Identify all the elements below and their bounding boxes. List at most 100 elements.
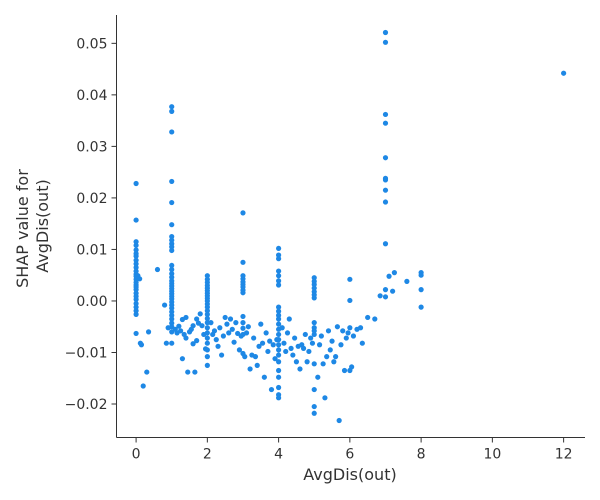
- scatter-point: [347, 325, 353, 331]
- scatter-point: [229, 326, 235, 332]
- scatter-point: [240, 290, 246, 296]
- scatter-point: [390, 288, 396, 294]
- scatter-point: [311, 410, 317, 416]
- scatter-point: [304, 359, 310, 365]
- scatter-point: [311, 328, 317, 334]
- x-tick-label: 8: [417, 447, 426, 463]
- scatter-point: [276, 282, 282, 288]
- scatter-point: [144, 369, 150, 375]
- scatter-point: [199, 323, 205, 329]
- scatter-point: [311, 331, 317, 338]
- scatter-point: [290, 352, 296, 358]
- scatter-point: [133, 217, 139, 223]
- scatter-point: [194, 316, 200, 322]
- scatter-point: [365, 314, 371, 321]
- scatter-point: [176, 323, 182, 329]
- y-axis-label-line-2: AvgDis(out): [33, 179, 52, 272]
- scatter-point: [386, 273, 392, 279]
- scatter-point: [204, 304, 210, 310]
- scatter-point: [242, 354, 248, 360]
- scatter-point: [404, 278, 410, 284]
- scatter-point: [276, 278, 282, 284]
- scatter-point: [302, 331, 308, 338]
- scatter-point: [220, 333, 226, 339]
- scatter-point: [204, 330, 210, 336]
- scatter-point: [309, 340, 316, 346]
- scatter-point: [204, 362, 210, 368]
- x-axis-ticks: 0 2 4 6 8 10 12: [132, 437, 573, 463]
- scatter-point: [169, 233, 175, 240]
- scatter-point: [276, 331, 282, 338]
- scatter-point: [137, 276, 143, 282]
- scatter-point: [169, 129, 175, 135]
- scatter-point: [169, 312, 175, 318]
- scatter-point: [169, 262, 175, 269]
- scatter-point: [204, 354, 210, 360]
- scatter-point: [276, 367, 282, 374]
- scatter-point: [204, 325, 210, 331]
- scatter-point: [327, 347, 333, 353]
- scatter-point: [292, 335, 298, 341]
- scatter-point: [311, 285, 317, 291]
- scatter-point: [256, 343, 262, 349]
- scatter-point: [263, 330, 269, 336]
- scatter-point: [179, 356, 186, 362]
- scatter-point: [204, 340, 210, 346]
- scatter-point: [334, 324, 340, 330]
- scatter-point: [286, 316, 292, 322]
- scatter-point: [169, 178, 175, 185]
- scatter-point: [261, 374, 267, 380]
- scatter-point: [227, 316, 234, 322]
- scatter-point: [183, 335, 189, 341]
- scatter-point: [178, 328, 184, 334]
- scatter-point: [169, 244, 175, 250]
- scatter-point: [133, 239, 139, 245]
- scatter-point: [382, 29, 389, 36]
- x-tick-label: 6: [345, 447, 354, 463]
- scatter-point: [382, 294, 389, 300]
- y-tick-label: 0.00: [76, 294, 107, 310]
- scatter-point: [243, 330, 250, 336]
- scatter-point: [320, 361, 326, 367]
- scatter-point: [233, 320, 239, 326]
- scatter-point: [276, 374, 282, 380]
- scatter-point: [347, 276, 353, 282]
- scatter-point: [163, 340, 169, 346]
- scatter-point: [161, 302, 168, 308]
- scatter-point: [382, 39, 389, 45]
- scatter-point: [236, 347, 243, 353]
- scatter-point: [311, 361, 317, 367]
- scatter-point: [276, 352, 282, 358]
- scatter-point: [185, 369, 191, 375]
- scatter-point: [276, 304, 282, 310]
- scatter-point: [133, 296, 139, 303]
- y-tick-label: 0.02: [76, 191, 107, 207]
- scatter-point: [154, 266, 161, 273]
- scatter-point: [325, 328, 332, 334]
- scatter-point: [133, 330, 139, 337]
- scatter-point: [133, 287, 139, 293]
- scatter-point: [293, 359, 300, 365]
- scatter-point: [318, 333, 324, 339]
- scatter-point: [133, 257, 139, 263]
- scatter-point: [338, 342, 344, 348]
- scatter-point: [311, 295, 317, 301]
- scatter-point: [213, 337, 219, 343]
- scatter-point: [217, 325, 223, 331]
- y-tick-label: −0.02: [65, 397, 108, 413]
- scatter-point: [183, 314, 189, 321]
- scatter-point: [336, 417, 342, 424]
- scatter-point: [276, 312, 282, 318]
- scatter-point: [169, 316, 175, 322]
- scatter-point: [561, 70, 567, 76]
- y-axis-ticks: −0.02 −0.01 0.00 0.01 0.02 0.03 0.04 0.05: [65, 36, 117, 413]
- y-tick-label: −0.01: [65, 345, 108, 361]
- scatter-point: [324, 354, 330, 360]
- scatter-point: [247, 366, 253, 372]
- scatter-point: [357, 325, 364, 331]
- scatter-point: [258, 321, 264, 327]
- scatter-point: [169, 199, 175, 206]
- scatter-point: [276, 347, 282, 353]
- scatter-point: [204, 320, 210, 326]
